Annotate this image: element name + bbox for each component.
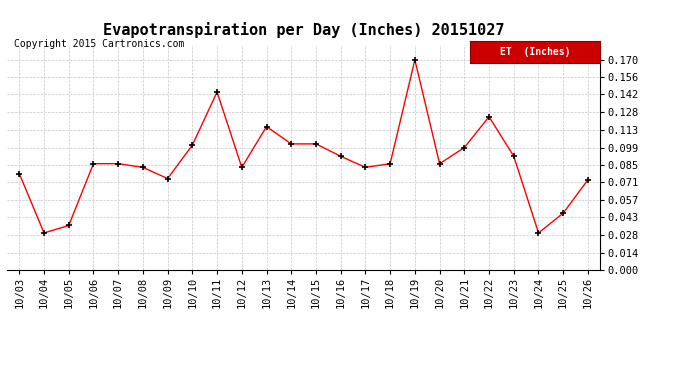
- Text: Copyright 2015 Cartronics.com: Copyright 2015 Cartronics.com: [14, 39, 184, 50]
- Title: Evapotranspiration per Day (Inches) 20151027: Evapotranspiration per Day (Inches) 2015…: [103, 22, 504, 38]
